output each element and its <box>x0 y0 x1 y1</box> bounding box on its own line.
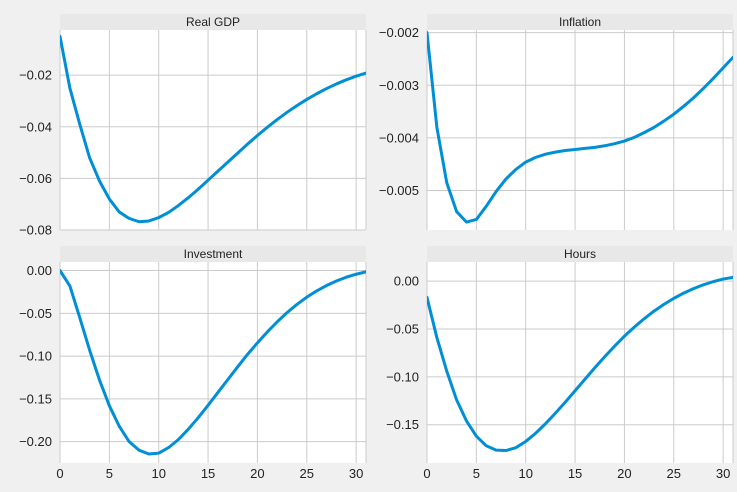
subplot-title-bar <box>60 14 366 30</box>
y-tick-label: −0.04 <box>19 119 52 134</box>
y-tick-label: −0.10 <box>19 349 52 364</box>
y-tick-label: −0.06 <box>19 171 52 186</box>
subplot-real-gdp: Real GDP −0.08 −0.06 −0.04 −0.02 <box>19 14 367 238</box>
x-tick-label: 5 <box>473 466 480 481</box>
series-line-real-gdp <box>60 34 366 224</box>
y-tick-label: −0.05 <box>386 322 419 337</box>
x-tick-label: 30 <box>349 466 363 481</box>
x-tick-label: 20 <box>250 466 264 481</box>
subplot-title-bar <box>427 14 733 30</box>
subplot-investment: Investment 0 5 10 15 20 25 30 −0.20 −0.15 −0.10 −0.… <box>19 246 367 481</box>
y-tick-label: −0.003 <box>379 78 419 93</box>
x-tick-label: 20 <box>617 466 631 481</box>
plot-area <box>427 30 733 230</box>
subplot-title-bar <box>427 246 733 262</box>
y-tick-label: −0.15 <box>386 417 419 432</box>
y-tick-label: 0.00 <box>394 274 419 289</box>
x-tick-label: 15 <box>201 466 215 481</box>
x-tick-label: 30 <box>716 466 730 481</box>
y-tick-label: −0.08 <box>19 223 52 238</box>
subplot-title: Hours <box>564 247 596 261</box>
subplot-hours: Hours 0 5 10 15 20 25 30 −0.15 −0.10 −0.05 0.00 <box>386 246 734 481</box>
series-line-investment <box>60 269 366 456</box>
y-tick-label: −0.05 <box>19 306 52 321</box>
y-tick-label: −0.002 <box>379 25 419 40</box>
x-tick-label: 0 <box>423 466 430 481</box>
subplot-title: Investment <box>184 247 243 261</box>
subplot-inflation: Inflation −0.005 −0.004 −0.003 −0.002 <box>379 14 734 230</box>
x-tick-label: 10 <box>151 466 165 481</box>
y-tick-label: −0.15 <box>19 391 52 406</box>
y-tick-label: −0.10 <box>386 369 419 384</box>
x-tick-label: 10 <box>518 466 532 481</box>
x-tick-label: 5 <box>106 466 113 481</box>
y-tick-label: −0.02 <box>19 68 52 83</box>
series-line-hours <box>427 275 733 453</box>
y-tick-label: −0.20 <box>19 434 52 449</box>
plot-area <box>60 30 366 230</box>
subplot-title-bar <box>60 246 366 262</box>
subplot-title: Real GDP <box>186 15 240 29</box>
subplot-title: Inflation <box>559 15 601 29</box>
x-tick-label: 0 <box>56 466 63 481</box>
plot-area <box>60 262 366 463</box>
y-tick-label: −0.004 <box>379 130 419 145</box>
x-tick-label: 25 <box>300 466 314 481</box>
x-tick-label: 15 <box>568 466 582 481</box>
series-line-inflation <box>427 31 733 224</box>
x-tick-label: 25 <box>667 466 681 481</box>
y-tick-label: 0.00 <box>27 263 52 278</box>
y-tick-label: −0.005 <box>379 183 419 198</box>
